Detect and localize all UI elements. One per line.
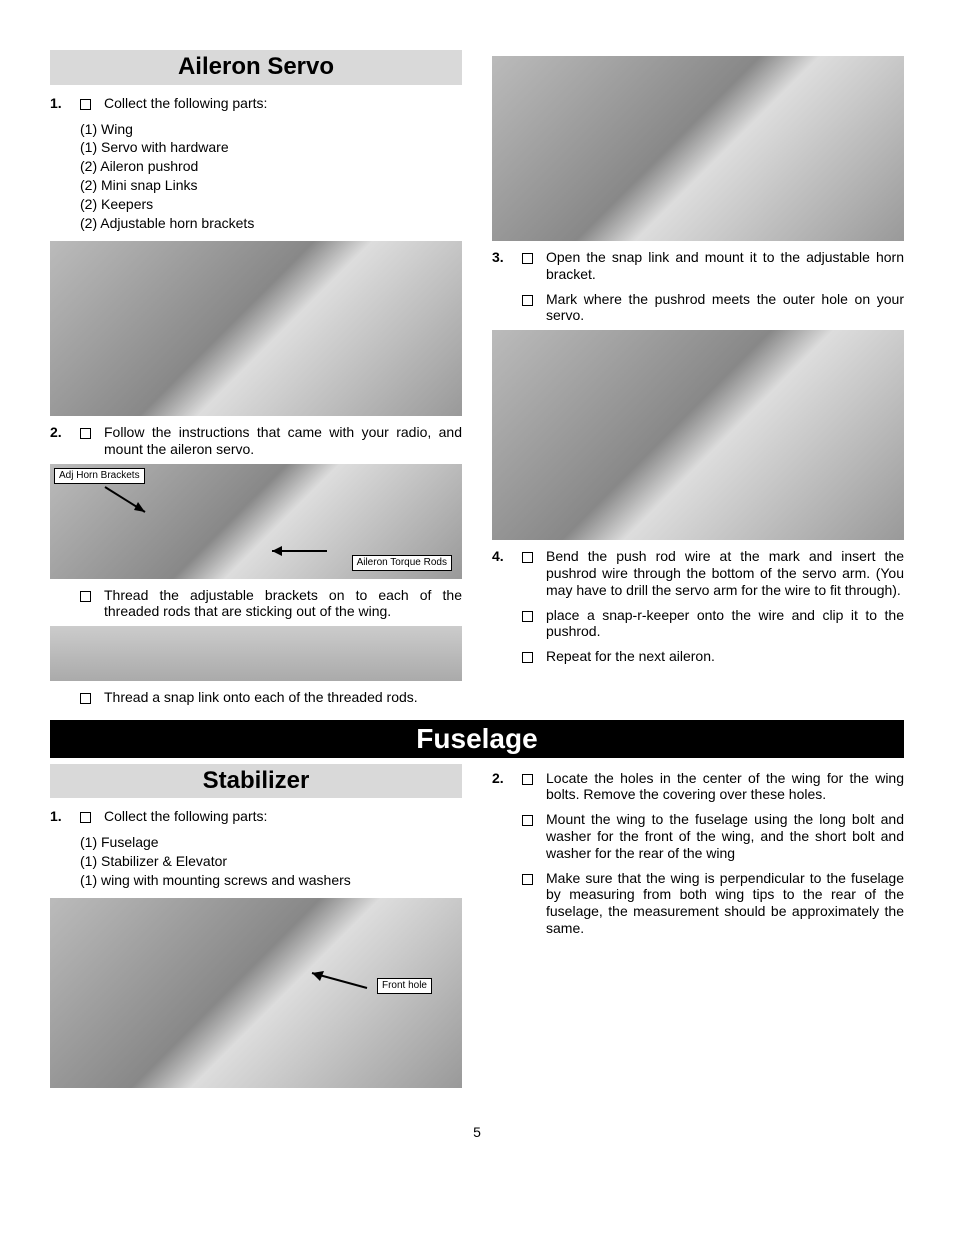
part-item: (1) Stabilizer & Elevator	[80, 852, 462, 871]
part-item: (2) Aileron pushrod	[80, 157, 462, 176]
aileron-step-3: 3. Open the snap link and mount it to th…	[492, 249, 904, 283]
checkbox-icon[interactable]	[522, 652, 533, 663]
figure-snap-mount	[492, 56, 904, 241]
checkbox-col	[522, 648, 546, 667]
checkbox-col	[522, 291, 546, 325]
step-number: 1.	[50, 95, 80, 114]
part-item: (1) Servo with hardware	[80, 138, 462, 157]
step-text: Thread the adjustable brackets on to eac…	[104, 587, 462, 621]
part-item: (1) Fuselage	[80, 833, 462, 852]
checkbox-icon[interactable]	[522, 815, 533, 826]
checkbox-col	[522, 607, 546, 641]
checkbox-col	[522, 811, 546, 861]
step-text: Thread a snap link onto each of the thre…	[104, 689, 462, 708]
step-text: Bend the push rod wire at the mark and i…	[546, 548, 904, 598]
part-item: (2) Adjustable horn brackets	[80, 214, 462, 233]
arrow-icon	[262, 541, 332, 561]
checkbox-icon[interactable]	[80, 812, 91, 823]
aileron-step-1: 1. Collect the following parts:	[50, 95, 462, 114]
step-number: 1.	[50, 808, 80, 827]
right-column: 3. Open the snap link and mount it to th…	[492, 50, 904, 714]
aileron-step-4-sub2: Repeat for the next aileron.	[492, 648, 904, 667]
aileron-step-2-sub1: Thread the adjustable brackets on to eac…	[50, 587, 462, 621]
step-text: Collect the following parts:	[104, 95, 462, 114]
aileron-step-2: 2. Follow the instructions that came wit…	[50, 424, 462, 458]
parts-list: (1) Wing (1) Servo with hardware (2) Ail…	[50, 120, 462, 233]
checkbox-col	[80, 424, 104, 458]
checkbox-col	[80, 689, 104, 708]
stabilizer-step-2-sub2: Make sure that the wing is perpendicular…	[492, 870, 904, 937]
parts-list: (1) Fuselage (1) Stabilizer & Elevator (…	[50, 833, 462, 890]
aileron-step-4-sub1: place a snap-r-keeper onto the wire and …	[492, 607, 904, 641]
figure-front-hole: Front hole	[50, 898, 462, 1088]
step-text: Mount the wing to the fuselage using the…	[546, 811, 904, 861]
aileron-servo-heading: Aileron Servo	[50, 50, 462, 85]
part-item: (2) Keepers	[80, 195, 462, 214]
arrow-icon	[302, 968, 372, 998]
part-item: (1) wing with mounting screws and washer…	[80, 871, 462, 890]
step-text: Follow the instructions that came with y…	[104, 424, 462, 458]
step-number: 2.	[50, 424, 80, 458]
step-text: place a snap-r-keeper onto the wire and …	[546, 607, 904, 641]
step-text: Open the snap link and mount it to the a…	[546, 249, 904, 283]
checkbox-icon[interactable]	[80, 591, 91, 602]
label-torque-rods: Aileron Torque Rods	[352, 555, 452, 571]
checkbox-col	[522, 249, 546, 283]
checkbox-icon[interactable]	[522, 611, 533, 622]
step-text: Mark where the pushrod meets the outer h…	[546, 291, 904, 325]
aileron-servo-section: Aileron Servo 1. Collect the following p…	[50, 50, 904, 714]
checkbox-col	[522, 770, 546, 804]
figure-brackets: Adj Horn Brackets Aileron Torque Rods	[50, 464, 462, 579]
stabilizer-step-2: 2. Locate the holes in the center of the…	[492, 770, 904, 804]
aileron-step-2-sub2: Thread a snap link onto each of the thre…	[50, 689, 462, 708]
checkbox-icon[interactable]	[522, 774, 533, 785]
arrow-icon	[100, 482, 160, 522]
checkbox-icon[interactable]	[80, 693, 91, 704]
part-item: (1) Wing	[80, 120, 462, 139]
step-number: 2.	[492, 770, 522, 804]
checkbox-col	[522, 548, 546, 598]
figure-pushrod	[492, 330, 904, 540]
step-number: 3.	[492, 249, 522, 283]
checkbox-col	[80, 95, 104, 114]
figure-snap-link	[50, 626, 462, 681]
step-text: Locate the holes in the center of the wi…	[546, 770, 904, 804]
checkbox-icon[interactable]	[522, 253, 533, 264]
stabilizer-step-2-sub1: Mount the wing to the fuselage using the…	[492, 811, 904, 861]
checkbox-icon[interactable]	[522, 552, 533, 563]
left-column: Aileron Servo 1. Collect the following p…	[50, 50, 462, 714]
aileron-step-4: 4. Bend the push rod wire at the mark an…	[492, 548, 904, 598]
checkbox-col	[522, 870, 546, 937]
right-column: 2. Locate the holes in the center of the…	[492, 764, 904, 1094]
stabilizer-heading: Stabilizer	[50, 764, 462, 799]
label-front-hole: Front hole	[377, 978, 432, 994]
step-text: Repeat for the next aileron.	[546, 648, 904, 667]
page-number: 5	[50, 1124, 904, 1141]
fuselage-heading: Fuselage	[50, 720, 904, 758]
checkbox-col	[80, 808, 104, 827]
checkbox-icon[interactable]	[80, 428, 91, 439]
step-number: 4.	[492, 548, 522, 598]
figure-servo-mount	[50, 241, 462, 416]
part-item: (2) Mini snap Links	[80, 176, 462, 195]
checkbox-icon[interactable]	[522, 874, 533, 885]
step-text: Make sure that the wing is perpendicular…	[546, 870, 904, 937]
stabilizer-step-1: 1. Collect the following parts:	[50, 808, 462, 827]
step-text: Collect the following parts:	[104, 808, 462, 827]
checkbox-icon[interactable]	[80, 99, 91, 110]
checkbox-col	[80, 587, 104, 621]
left-column: Stabilizer 1. Collect the following part…	[50, 764, 462, 1094]
checkbox-icon[interactable]	[522, 295, 533, 306]
aileron-step-3-sub1: Mark where the pushrod meets the outer h…	[492, 291, 904, 325]
stabilizer-section: Stabilizer 1. Collect the following part…	[50, 764, 904, 1094]
